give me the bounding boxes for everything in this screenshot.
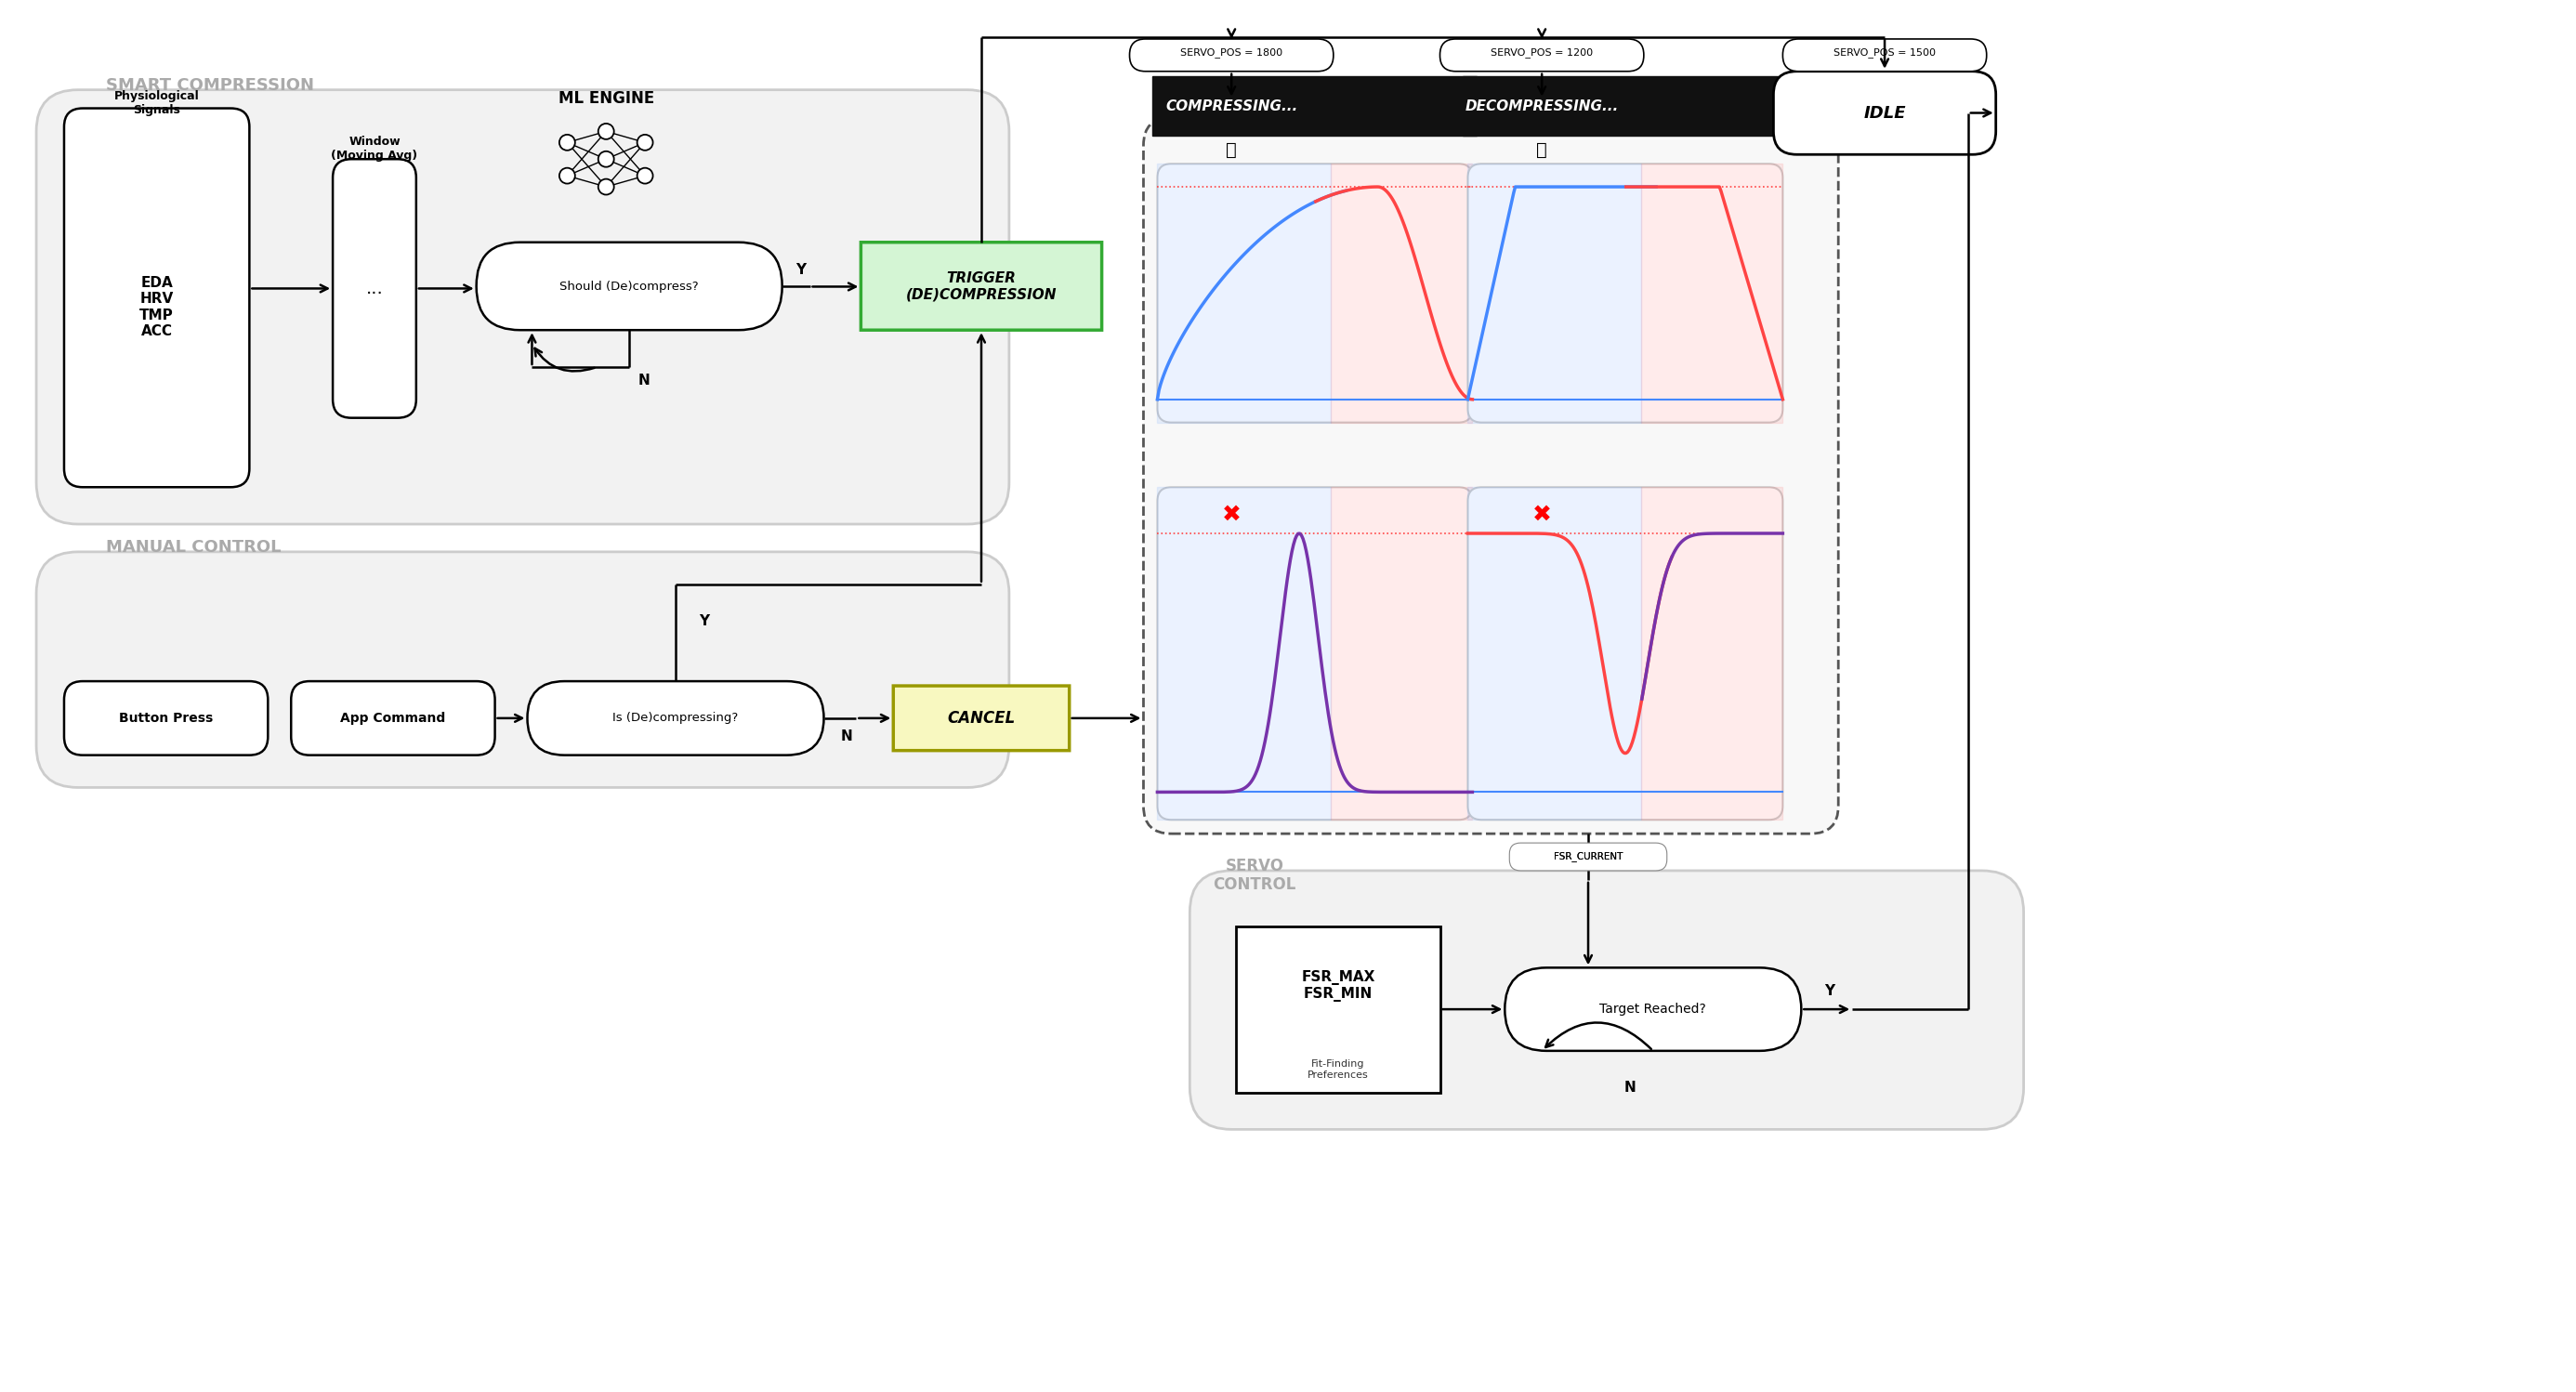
- Text: FSR_CURRENT: FSR_CURRENT: [1553, 852, 1623, 862]
- Text: ...: ...: [366, 280, 384, 298]
- Circle shape: [598, 124, 613, 139]
- Text: Physiological
Signals: Physiological Signals: [113, 90, 198, 116]
- Text: MANUAL CONTROL: MANUAL CONTROL: [106, 539, 281, 555]
- FancyBboxPatch shape: [1144, 117, 1839, 834]
- FancyBboxPatch shape: [1783, 39, 1986, 71]
- Circle shape: [598, 180, 613, 195]
- Bar: [1332, 487, 1473, 820]
- Text: N: N: [840, 729, 853, 743]
- Bar: [1641, 164, 1783, 423]
- FancyBboxPatch shape: [860, 242, 1103, 330]
- Text: FSR_CURRENT: FSR_CURRENT: [1553, 852, 1623, 862]
- Text: Window
(Moving Avg): Window (Moving Avg): [332, 136, 417, 161]
- FancyBboxPatch shape: [528, 681, 824, 754]
- Circle shape: [636, 168, 652, 184]
- FancyBboxPatch shape: [1468, 487, 1783, 820]
- Text: Y: Y: [1824, 984, 1834, 998]
- Bar: [1641, 487, 1783, 820]
- FancyBboxPatch shape: [1468, 164, 1783, 423]
- FancyBboxPatch shape: [477, 242, 783, 330]
- Text: SERVO_POS = 1800: SERVO_POS = 1800: [1180, 47, 1283, 58]
- FancyBboxPatch shape: [1151, 77, 1476, 136]
- Text: N: N: [639, 374, 649, 388]
- FancyBboxPatch shape: [291, 681, 495, 754]
- Text: SERVO_POS = 1200: SERVO_POS = 1200: [1492, 47, 1592, 58]
- Circle shape: [559, 168, 574, 184]
- FancyBboxPatch shape: [1128, 39, 1334, 71]
- FancyBboxPatch shape: [1510, 844, 1667, 870]
- Text: SERVO
CONTROL: SERVO CONTROL: [1213, 857, 1296, 894]
- Text: FSR_MAX
FSR_MIN: FSR_MAX FSR_MIN: [1301, 970, 1376, 1002]
- FancyBboxPatch shape: [1504, 967, 1801, 1051]
- Bar: [1468, 164, 1641, 423]
- Text: EDA
HRV
TMP
ACC: EDA HRV TMP ACC: [139, 276, 173, 338]
- Text: IDLE: IDLE: [1862, 104, 1906, 121]
- Bar: [1157, 164, 1332, 423]
- Text: DECOMPRESSING...: DECOMPRESSING...: [1466, 99, 1618, 113]
- Text: Target Reached?: Target Reached?: [1600, 1002, 1705, 1016]
- Text: CANCEL: CANCEL: [948, 710, 1015, 727]
- Text: Is (De)compressing?: Is (De)compressing?: [613, 713, 739, 724]
- Circle shape: [559, 135, 574, 150]
- FancyBboxPatch shape: [36, 551, 1010, 788]
- Text: ✖: ✖: [1221, 504, 1242, 526]
- Circle shape: [636, 135, 652, 150]
- Text: SMART COMPRESSION: SMART COMPRESSION: [106, 77, 314, 93]
- Text: TRIGGER
(DE)COMPRESSION: TRIGGER (DE)COMPRESSION: [907, 271, 1056, 302]
- Text: App Command: App Command: [340, 711, 446, 725]
- FancyBboxPatch shape: [1157, 487, 1473, 820]
- FancyBboxPatch shape: [36, 90, 1010, 525]
- FancyBboxPatch shape: [332, 159, 417, 418]
- Text: Button Press: Button Press: [118, 711, 214, 725]
- Bar: [1332, 164, 1473, 423]
- FancyBboxPatch shape: [1157, 164, 1473, 423]
- FancyBboxPatch shape: [64, 681, 268, 754]
- FancyBboxPatch shape: [1190, 870, 2025, 1129]
- Text: N: N: [1623, 1080, 1636, 1094]
- Text: ✅: ✅: [1226, 141, 1236, 159]
- Circle shape: [598, 152, 613, 167]
- Bar: [1157, 487, 1332, 820]
- Text: SERVO_POS = 1500: SERVO_POS = 1500: [1834, 47, 1935, 58]
- FancyBboxPatch shape: [64, 109, 250, 487]
- Text: ✅: ✅: [1535, 141, 1548, 159]
- Text: Y: Y: [796, 263, 806, 277]
- FancyBboxPatch shape: [1463, 77, 1788, 136]
- Text: Y: Y: [698, 614, 708, 628]
- Text: ML ENGINE: ML ENGINE: [559, 90, 654, 107]
- Bar: [1468, 487, 1641, 820]
- Text: COMPRESSING...: COMPRESSING...: [1164, 99, 1298, 113]
- Text: ✖: ✖: [1533, 504, 1551, 526]
- Text: Fit-Finding
Preferences: Fit-Finding Preferences: [1309, 1059, 1368, 1079]
- FancyBboxPatch shape: [1440, 39, 1643, 71]
- FancyBboxPatch shape: [1772, 71, 1996, 155]
- FancyBboxPatch shape: [894, 686, 1069, 750]
- FancyBboxPatch shape: [1236, 926, 1440, 1093]
- Text: Should (De)compress?: Should (De)compress?: [559, 281, 698, 292]
